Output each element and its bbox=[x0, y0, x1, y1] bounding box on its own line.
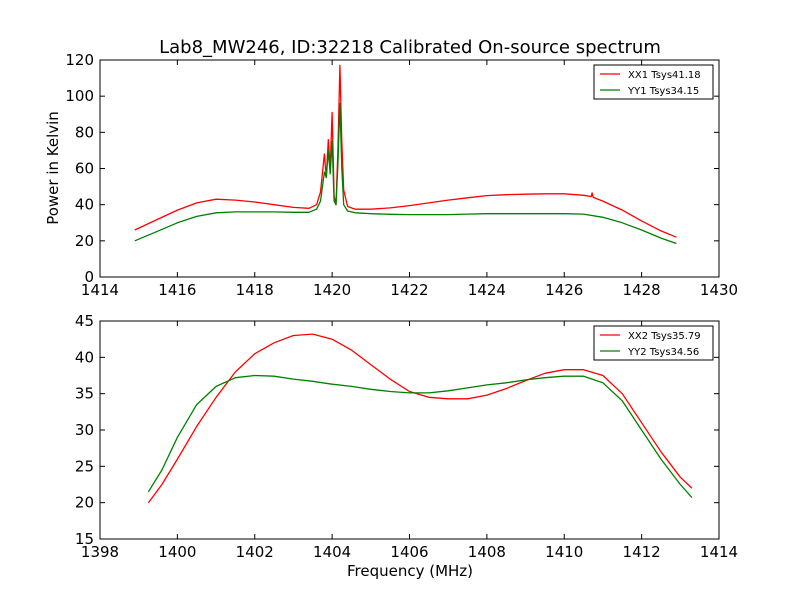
x-tick-label: 1428 bbox=[623, 281, 661, 299]
x-tick-label: 1420 bbox=[313, 281, 351, 299]
lower-plot-panel: 1398 1400 1402 1404 1406 1408 1410 1412 1414 15 20… bbox=[75, 312, 738, 561]
y-tick-label: 30 bbox=[75, 421, 94, 439]
legend-entry-label: XX1 Tsys41.18 bbox=[628, 70, 701, 81]
x-tick-label: 1430 bbox=[700, 281, 738, 299]
x-tick-label: 1414 bbox=[81, 281, 119, 299]
series-line-xx1 bbox=[134, 64, 677, 238]
upper-plot-panel: 1414 1416 1418 1420 1422 1424 1426 1428 1430 0 20 4… bbox=[65, 51, 738, 299]
y-tick-label: 100 bbox=[65, 87, 94, 105]
legend-entry-label: YY1 Tsys34.15 bbox=[627, 86, 699, 97]
legend: XX1 Tsys41.18 YY1 Tsys34.15 bbox=[593, 64, 714, 100]
x-tick-label: 1400 bbox=[158, 543, 196, 561]
x-tick-label: 1406 bbox=[390, 543, 428, 561]
x-tick-label: 1424 bbox=[468, 281, 506, 299]
x-tick-label: 1404 bbox=[313, 543, 351, 561]
y-tick-label: 60 bbox=[75, 160, 94, 178]
y-tick-label: 40 bbox=[75, 348, 94, 366]
x-tick-label: 1408 bbox=[468, 543, 506, 561]
y-tick-label: 35 bbox=[75, 385, 94, 403]
x-tick-label: 1426 bbox=[545, 281, 583, 299]
legend-box bbox=[593, 325, 714, 361]
y-tick-label: 40 bbox=[75, 196, 94, 214]
y-tick-label: 20 bbox=[75, 494, 94, 512]
x-tick-label: 1416 bbox=[158, 281, 196, 299]
chart-title: Lab8_MW246, ID:32218 Calibrated On-sourc… bbox=[159, 37, 661, 58]
legend: XX2 Tsys35.79 YY2 Tsys34.56 bbox=[593, 325, 714, 361]
x-tick-label: 1422 bbox=[390, 281, 428, 299]
x-tick-label: 1402 bbox=[236, 543, 274, 561]
y-tick-label: 80 bbox=[75, 123, 94, 141]
y-tick-label: 120 bbox=[65, 51, 94, 69]
y-tick-label: 45 bbox=[75, 312, 94, 330]
y-tick-label: 0 bbox=[84, 268, 94, 286]
x-tick-label: 1414 bbox=[700, 543, 738, 561]
series-line-yy1 bbox=[134, 102, 677, 245]
y-tick-label: 25 bbox=[75, 457, 94, 475]
y-tick-label: 20 bbox=[75, 232, 94, 250]
series-line-yy2 bbox=[147, 374, 693, 499]
series-line-xx2 bbox=[147, 333, 693, 504]
y-tick-label: 15 bbox=[75, 530, 94, 548]
legend-box bbox=[593, 64, 714, 100]
x-tick-label: 1418 bbox=[236, 281, 274, 299]
legend-entry-label: XX2 Tsys35.79 bbox=[628, 331, 701, 342]
x-tick-label: 1410 bbox=[545, 543, 583, 561]
legend-entry-label: YY2 Tsys34.56 bbox=[627, 347, 699, 358]
x-tick-label: 1398 bbox=[81, 543, 119, 561]
x-axis-label: Frequency (MHz) bbox=[347, 562, 473, 580]
y-axis-label: Power in Kelvin bbox=[44, 111, 62, 225]
x-tick-label: 1412 bbox=[623, 543, 661, 561]
